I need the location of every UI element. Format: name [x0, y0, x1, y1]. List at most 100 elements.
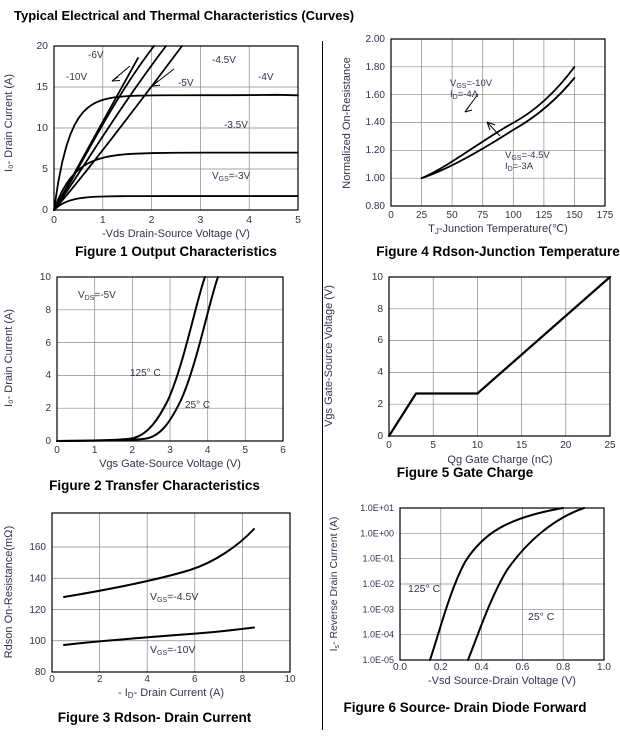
- svg-text:VDS=-5V: VDS=-5V: [78, 290, 116, 302]
- svg-text:8: 8: [377, 304, 383, 315]
- svg-text:6: 6: [280, 445, 286, 456]
- svg-text:Rdson On-Resistance(mΩ): Rdson On-Resistance(mΩ): [3, 526, 15, 659]
- svg-text:Figure 4 Rdson-Junction Temper: Figure 4 Rdson-Junction Temperature: [376, 244, 620, 259]
- svg-text:- ID- Drain Current (A): - ID- Drain Current (A): [118, 687, 224, 700]
- svg-text:5: 5: [430, 440, 436, 451]
- svg-text:5: 5: [243, 445, 249, 456]
- svg-text:10: 10: [372, 272, 384, 283]
- svg-text:4: 4: [45, 370, 51, 381]
- svg-text:0: 0: [49, 674, 55, 685]
- svg-text:0.8: 0.8: [556, 662, 570, 673]
- svg-text:120: 120: [29, 605, 46, 616]
- svg-text:I₀- Drain Current (A): I₀- Drain Current (A): [3, 74, 15, 172]
- svg-text:125° C: 125° C: [130, 368, 161, 379]
- svg-text:1.40: 1.40: [366, 117, 386, 128]
- svg-text:3: 3: [167, 445, 173, 456]
- svg-text:2: 2: [45, 403, 51, 414]
- svg-text:10: 10: [472, 440, 484, 451]
- svg-text:8: 8: [45, 305, 51, 316]
- svg-text:5: 5: [42, 163, 48, 175]
- svg-text:140: 140: [29, 574, 46, 585]
- svg-text:4: 4: [144, 674, 150, 685]
- svg-text:0: 0: [386, 440, 392, 451]
- svg-text:1.0E-05: 1.0E-05: [362, 655, 394, 665]
- svg-text:50: 50: [447, 210, 459, 221]
- svg-text:1: 1: [100, 214, 106, 226]
- svg-text:1.0E-03: 1.0E-03: [362, 604, 394, 614]
- svg-text:0: 0: [54, 445, 60, 456]
- svg-text:20: 20: [560, 440, 572, 451]
- svg-text:15: 15: [36, 81, 48, 93]
- svg-text:1.00: 1.00: [366, 173, 386, 184]
- svg-text:25° C: 25° C: [185, 400, 210, 411]
- svg-text:0: 0: [45, 436, 51, 447]
- svg-text:1.0E-04: 1.0E-04: [362, 630, 394, 640]
- svg-text:1.80: 1.80: [366, 62, 386, 73]
- svg-text:ID=-3A: ID=-3A: [505, 161, 534, 173]
- svg-text:25° C: 25° C: [528, 611, 555, 623]
- svg-text:Vgs Gate-Source Voltage (V): Vgs Gate-Source Voltage (V): [323, 285, 335, 427]
- svg-text:0: 0: [377, 431, 383, 442]
- svg-text:25: 25: [416, 210, 428, 221]
- svg-text:VGS=-3V: VGS=-3V: [212, 171, 251, 183]
- svg-text:-3.5V: -3.5V: [224, 120, 248, 131]
- svg-text:0: 0: [51, 214, 57, 226]
- svg-text:0.4: 0.4: [475, 662, 489, 673]
- svg-text:1: 1: [92, 445, 98, 456]
- svg-text:25: 25: [604, 440, 616, 451]
- svg-text:-4.5V: -4.5V: [212, 55, 236, 66]
- svg-text:8: 8: [240, 674, 246, 685]
- svg-text:0: 0: [388, 210, 394, 221]
- svg-text:Normalized On-Resistance: Normalized On-Resistance: [341, 57, 353, 188]
- svg-text:-Vsd Source-Drain Voltage (V): -Vsd Source-Drain Voltage (V): [428, 675, 576, 687]
- svg-text:4: 4: [205, 445, 211, 456]
- svg-text:2: 2: [130, 445, 136, 456]
- svg-text:VGS=-10V: VGS=-10V: [150, 644, 195, 657]
- svg-text:4: 4: [246, 214, 252, 226]
- svg-text:1.60: 1.60: [366, 90, 386, 101]
- svg-text:160: 160: [29, 542, 46, 553]
- svg-text:1.0E-02: 1.0E-02: [362, 579, 394, 589]
- svg-text:80: 80: [35, 667, 47, 678]
- svg-text:100: 100: [29, 636, 46, 647]
- svg-text:-Vds Drain-Source Voltage (V): -Vds Drain-Source Voltage (V): [102, 228, 250, 240]
- svg-text:-4V: -4V: [258, 72, 274, 83]
- svg-text:1.0E-01: 1.0E-01: [362, 554, 394, 564]
- svg-text:10: 10: [36, 122, 48, 134]
- svg-text:Figure 1 Output Characteristic: Figure 1 Output Characteristics: [75, 244, 277, 259]
- svg-text:1.0: 1.0: [597, 662, 611, 673]
- svg-text:5: 5: [295, 214, 301, 226]
- svg-text:10: 10: [284, 674, 296, 685]
- svg-text:1.0E+00: 1.0E+00: [360, 528, 394, 538]
- svg-text:0.2: 0.2: [434, 662, 448, 673]
- svg-text:1.0E+01: 1.0E+01: [360, 503, 394, 513]
- svg-text:Vgs Gate-Source Voltage (V): Vgs Gate-Source Voltage (V): [99, 458, 241, 470]
- svg-text:TJ-Junction Temperature(℃): TJ-Junction Temperature(℃): [428, 223, 568, 236]
- svg-text:6: 6: [45, 338, 51, 349]
- svg-text:1.20: 1.20: [366, 145, 386, 156]
- svg-text:2.00: 2.00: [366, 34, 386, 45]
- svg-text:150: 150: [566, 210, 583, 221]
- svg-text:0.6: 0.6: [515, 662, 529, 673]
- svg-text:10: 10: [40, 272, 52, 283]
- svg-text:-5V: -5V: [178, 78, 194, 89]
- svg-text:Is- Reverse Drain Current (A): Is- Reverse Drain Current (A): [328, 517, 341, 652]
- svg-text:2: 2: [377, 399, 383, 410]
- svg-text:20: 20: [36, 40, 48, 52]
- svg-text:6: 6: [377, 335, 383, 346]
- svg-text:125° C: 125° C: [408, 583, 441, 595]
- svg-text:2: 2: [149, 214, 155, 226]
- svg-text:15: 15: [516, 440, 528, 451]
- svg-text:75: 75: [477, 210, 489, 221]
- svg-text:-6V: -6V: [88, 50, 104, 61]
- svg-text:VGS=-4.5V: VGS=-4.5V: [150, 591, 198, 604]
- svg-text:2: 2: [97, 674, 103, 685]
- svg-text:-10V: -10V: [66, 72, 87, 83]
- svg-text:175: 175: [597, 210, 614, 221]
- svg-text:0: 0: [42, 204, 48, 216]
- svg-text:125: 125: [536, 210, 553, 221]
- svg-text:0.80: 0.80: [366, 201, 386, 212]
- svg-text:0.0: 0.0: [393, 662, 407, 673]
- svg-text:4: 4: [377, 367, 383, 378]
- svg-text:I₀- Drain Current (A): I₀- Drain Current (A): [3, 309, 15, 407]
